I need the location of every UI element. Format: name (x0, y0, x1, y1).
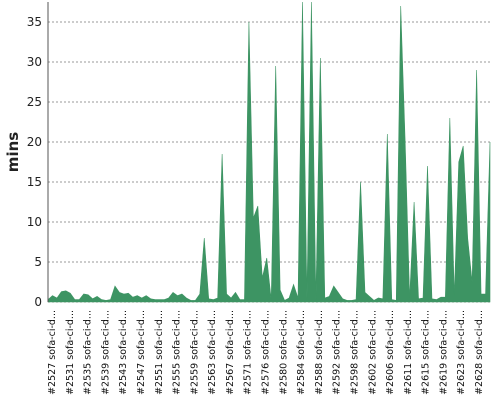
y-tick-labels: 0 5 10 15 20 25 30 35 (27, 15, 42, 309)
x-tick-label: #2606 sofa-ci-d... (385, 310, 396, 395)
x-tick-label: #2551 sofa-ci-d... (154, 310, 165, 395)
y-tick-label: 5 (34, 255, 42, 269)
series-area (47, 1, 491, 303)
x-tick-label: #2547 sofa-ci-d... (136, 310, 147, 395)
x-tick-label: #2543 sofa-ci-d... (118, 310, 129, 395)
x-tick-label: #2611 sofa-ci-d... (403, 310, 414, 395)
x-tick-label: #2576 sofa-ci-d... (261, 310, 272, 395)
x-tick-label: #2555 sofa-ci-d... (172, 310, 183, 395)
x-tick-label: #2588 sofa-ci-d... (314, 310, 325, 395)
y-axis-label: mins (4, 132, 22, 172)
y-tick-label: 30 (27, 55, 42, 69)
x-tick-label: #2602 sofa-ci-d... (367, 310, 378, 395)
x-tick-label: #2580 sofa-ci-d... (278, 310, 289, 395)
x-tick-label: #2615 sofa-ci-d... (421, 310, 432, 395)
x-tick-label: #2584 sofa-ci-d... (296, 310, 307, 395)
x-tick-label: #2527 sofa-ci-d... (47, 310, 58, 395)
y-tick-label: 0 (34, 295, 42, 309)
x-tick-label: #2559 sofa-ci-d... (189, 310, 200, 395)
y-tick-label: 20 (27, 135, 42, 149)
x-tick-label: #2567 sofa-ci-d... (225, 310, 236, 395)
x-tick-labels: #2527 sofa-ci-d... #2531 sofa-ci-d... #253… (47, 310, 485, 395)
x-tick-label: #2531 sofa-ci-d... (65, 310, 76, 395)
x-tick-label: #2535 sofa-ci-d... (83, 310, 94, 395)
y-tick-label: 25 (27, 95, 42, 109)
y-tick-label: 15 (27, 175, 42, 189)
grid-layer (48, 21, 490, 303)
area-layer (47, 1, 491, 303)
x-tick-label: #2563 sofa-ci-d... (207, 310, 218, 395)
x-tick-label: #2619 sofa-ci-d... (438, 310, 449, 395)
x-tick-label: #2592 sofa-ci-d... (332, 310, 343, 395)
x-tick-label: #2571 sofa-ci-d... (243, 310, 254, 395)
y-tick-label: 35 (27, 15, 42, 29)
x-tick-label: #2623 sofa-ci-d... (456, 310, 467, 395)
x-tick-label: #2628 sofa-ci-d... (474, 310, 485, 395)
y-tick-label: 10 (27, 215, 42, 229)
x-tick-label: #2539 sofa-ci-d... (100, 310, 111, 395)
x-tick-label: #2598 sofa-ci-d... (350, 310, 361, 395)
